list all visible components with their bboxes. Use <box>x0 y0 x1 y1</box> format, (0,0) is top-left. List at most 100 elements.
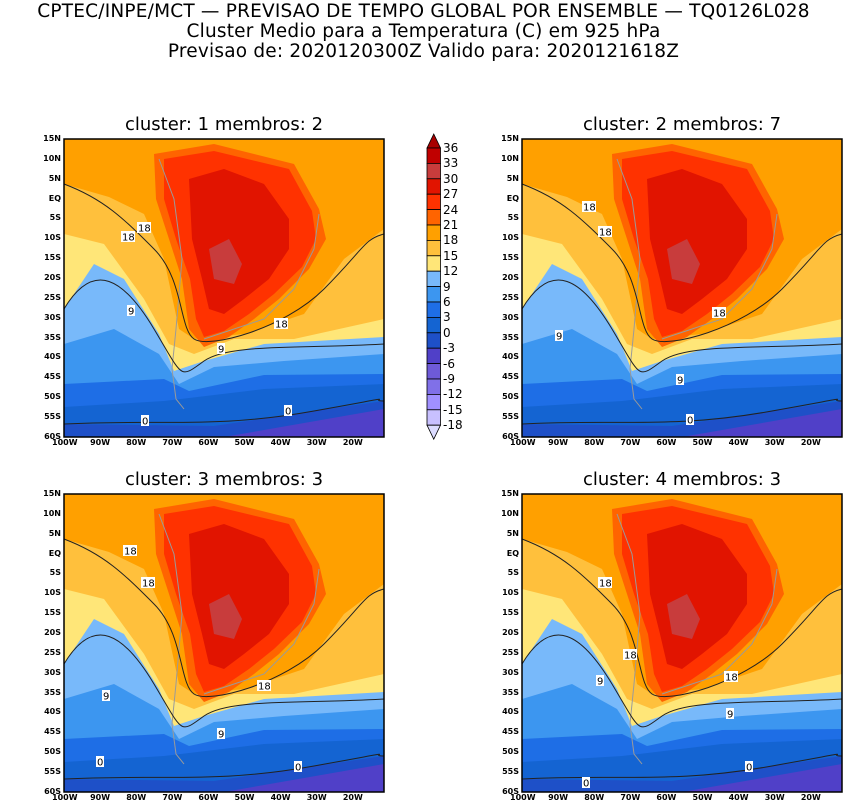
contour-line <box>521 538 843 698</box>
lon-tick-label: 100W <box>52 793 78 802</box>
contour-label: 0 <box>141 415 149 428</box>
lat-tick-label: EQ <box>506 548 519 558</box>
colorbar-swatch <box>426 286 441 303</box>
contour-label: 0 <box>96 756 104 769</box>
colorbar-label: 18 <box>443 233 459 248</box>
lat-tick-label: 45S <box>502 372 519 382</box>
lat-tick-label: 35S <box>502 687 519 697</box>
contour-label: 9 <box>102 690 110 703</box>
lat-tick-label: 35S <box>502 332 519 342</box>
panel-title: cluster: 1 membros: 2 <box>124 114 324 135</box>
lon-tick-label: 70W <box>620 438 641 447</box>
lat-tick-label: 15N <box>501 134 519 143</box>
contour-label: 18 <box>598 226 612 239</box>
lat-tick-label: 15N <box>43 134 61 143</box>
svg-text:18: 18 <box>138 224 151 235</box>
contour-label: 9 <box>726 708 734 721</box>
lat-tick-label: 50S <box>44 392 61 402</box>
contour-line <box>521 634 843 728</box>
lon-tick-label: 20W <box>342 793 363 802</box>
contour-label: 18 <box>724 671 738 684</box>
lon-tick-label: 50W <box>234 793 255 802</box>
colorbar-swatch <box>426 378 441 395</box>
contour-line <box>521 183 843 343</box>
contour-line <box>63 634 385 728</box>
lon-tick-label: 80W <box>584 438 605 447</box>
colorbar-label: 6 <box>443 295 451 309</box>
colorbar-label: 3 <box>443 310 451 325</box>
lat-tick-label: 35S <box>44 332 61 342</box>
contour-label: 9 <box>217 728 225 741</box>
lat-tick-label: 5N <box>506 173 519 183</box>
lon-tick-label: 30W <box>306 793 327 802</box>
contour-label: 0 <box>582 777 590 790</box>
svg-text:9: 9 <box>597 677 603 688</box>
lat-tick-label: 5N <box>48 528 61 538</box>
colorbar-label: -18 <box>443 418 463 433</box>
coastline <box>616 158 643 410</box>
lon-tick-label: 100W <box>510 793 536 802</box>
contour-label: 9 <box>217 343 225 356</box>
coastline <box>661 213 778 340</box>
figure-title-line3: Previsao de: 2020120300Z Valido para: 20… <box>167 41 680 62</box>
contour-label: 0 <box>686 414 694 427</box>
lat-tick-label: 25S <box>44 292 61 302</box>
lat-tick-label: 60S <box>502 786 519 796</box>
lat-tick-label: 10S <box>44 588 61 598</box>
lat-tick-label: 10N <box>43 508 61 518</box>
lat-tick-label: 40S <box>44 352 61 362</box>
contour-line <box>521 398 843 425</box>
lon-tick-label: 20W <box>800 438 821 447</box>
svg-text:9: 9 <box>103 692 109 703</box>
contour-label: 9 <box>555 330 563 343</box>
contour-label: 9 <box>596 675 604 688</box>
svg-text:0: 0 <box>583 779 589 790</box>
lon-tick-label: 30W <box>764 793 785 802</box>
colorbar-swatch <box>426 301 441 318</box>
contour-label: 18 <box>598 577 612 590</box>
lat-tick-label: 45S <box>502 727 519 737</box>
map-frame <box>63 493 385 793</box>
svg-text:0: 0 <box>746 763 752 774</box>
lat-tick-label: 10N <box>501 508 519 518</box>
lat-tick-label: 55S <box>44 411 61 421</box>
panel-title: cluster: 3 membros: 3 <box>124 469 324 490</box>
lon-tick-label: 20W <box>342 438 363 447</box>
lat-tick-label: 10S <box>502 233 519 243</box>
svg-text:9: 9 <box>677 376 683 387</box>
lat-tick-label: 10S <box>44 233 61 243</box>
lat-tick-label: 40S <box>502 707 519 717</box>
colorbar <box>426 133 442 441</box>
colorbar-min-arrow <box>426 424 442 441</box>
lat-tick-label: 60S <box>502 431 519 441</box>
contour-label: 0 <box>745 761 753 774</box>
lat-tick-label: 5S <box>507 568 519 578</box>
colorbar-swatch <box>426 193 441 211</box>
lon-tick-label: 30W <box>306 438 327 447</box>
colorbar-label: 21 <box>443 218 459 232</box>
svg-text:0: 0 <box>142 417 148 428</box>
lat-tick-label: EQ <box>48 193 61 203</box>
lat-tick-label: EQ <box>506 193 519 203</box>
contour-line <box>63 183 385 343</box>
lat-tick-label: 60S <box>44 786 61 796</box>
lat-tick-label: 30S <box>502 667 519 677</box>
svg-text:18: 18 <box>583 203 596 214</box>
lat-tick-label: EQ <box>48 548 61 558</box>
colorbar-label: 0 <box>443 325 451 340</box>
contour-line <box>521 279 843 373</box>
colorbar-label: 36 <box>443 141 459 155</box>
colorbar-swatch <box>426 316 441 334</box>
contour-label: 18 <box>121 231 135 244</box>
contour-label: 9 <box>676 374 684 387</box>
lat-tick-label: 25S <box>502 647 519 657</box>
lon-tick-label: 40W <box>728 438 749 447</box>
lat-tick-label: 15S <box>502 608 519 618</box>
contour-label: 18 <box>141 577 155 590</box>
lon-tick-label: 70W <box>162 793 183 802</box>
lat-tick-label: 15S <box>502 253 519 263</box>
lon-tick-label: 100W <box>510 438 536 447</box>
lon-tick-label: 100W <box>52 438 78 447</box>
lon-tick-label: 70W <box>620 793 641 802</box>
lat-tick-label: 15S <box>44 253 61 263</box>
